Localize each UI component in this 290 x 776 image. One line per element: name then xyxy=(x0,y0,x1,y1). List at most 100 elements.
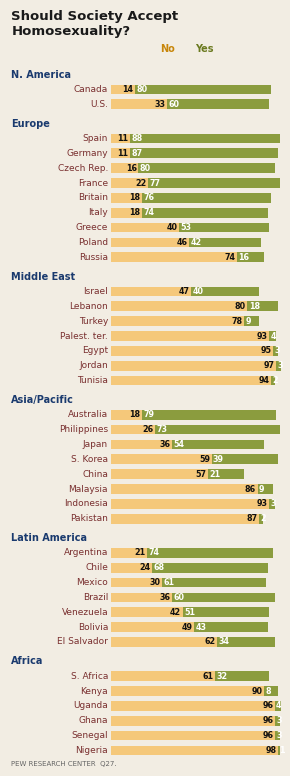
Text: France: France xyxy=(78,178,108,188)
Text: 96: 96 xyxy=(262,716,273,726)
Text: 94: 94 xyxy=(259,376,270,385)
Text: Britain: Britain xyxy=(78,193,108,203)
Text: 16: 16 xyxy=(126,164,137,173)
Bar xyxy=(111,302,247,311)
Bar xyxy=(111,424,155,435)
Bar xyxy=(269,499,275,509)
Bar xyxy=(259,514,263,524)
Text: 51: 51 xyxy=(184,608,195,617)
Text: 78: 78 xyxy=(231,317,242,326)
Bar xyxy=(111,410,142,420)
Bar xyxy=(172,440,264,449)
Text: 34: 34 xyxy=(218,638,229,646)
Text: 2: 2 xyxy=(273,376,278,385)
Bar xyxy=(111,376,271,386)
Text: Kenya: Kenya xyxy=(80,687,108,695)
Bar xyxy=(155,424,280,435)
Text: 21: 21 xyxy=(209,469,221,479)
Bar xyxy=(111,208,142,217)
Bar xyxy=(111,346,273,355)
Bar xyxy=(111,746,278,755)
Bar xyxy=(189,237,261,248)
Text: 4: 4 xyxy=(276,702,282,710)
Bar xyxy=(152,563,268,573)
Text: Indonesia: Indonesia xyxy=(64,499,108,508)
Text: 88: 88 xyxy=(131,134,142,143)
Bar xyxy=(135,85,271,94)
Bar xyxy=(111,361,276,371)
Bar xyxy=(142,208,268,217)
Text: 2: 2 xyxy=(261,514,266,523)
Text: 36: 36 xyxy=(160,440,171,449)
Text: 3: 3 xyxy=(278,361,283,370)
Text: 61: 61 xyxy=(202,672,213,681)
Text: 11: 11 xyxy=(117,134,128,143)
Text: Czech Rep.: Czech Rep. xyxy=(58,164,108,173)
Text: Tunisia: Tunisia xyxy=(77,376,108,385)
Text: 76: 76 xyxy=(143,193,154,203)
Text: 86: 86 xyxy=(245,484,256,494)
Text: Italy: Italy xyxy=(88,208,108,217)
Text: Venezuela: Venezuela xyxy=(61,608,108,617)
Text: 62: 62 xyxy=(204,638,215,646)
Text: 87: 87 xyxy=(131,149,142,158)
Text: 49: 49 xyxy=(182,622,193,632)
Bar xyxy=(191,286,259,296)
Bar xyxy=(258,484,273,494)
Text: 3: 3 xyxy=(276,731,282,740)
Text: Turkey: Turkey xyxy=(79,317,108,326)
Bar xyxy=(179,223,269,233)
Text: 46: 46 xyxy=(177,238,188,247)
Bar xyxy=(182,608,269,617)
Bar xyxy=(111,731,275,740)
Bar xyxy=(111,178,148,188)
Bar xyxy=(111,193,142,203)
Text: U.S.: U.S. xyxy=(90,100,108,109)
Text: 43: 43 xyxy=(196,622,207,632)
Bar xyxy=(247,302,278,311)
Text: 60: 60 xyxy=(168,100,180,109)
Text: 11: 11 xyxy=(117,149,128,158)
Bar xyxy=(111,317,244,326)
Text: 80: 80 xyxy=(139,164,151,173)
Bar xyxy=(208,469,244,479)
Text: Yes: Yes xyxy=(195,44,213,54)
Text: Russia: Russia xyxy=(79,253,108,262)
Text: Palest. ter.: Palest. ter. xyxy=(60,331,108,341)
Bar xyxy=(138,163,275,173)
Text: 33: 33 xyxy=(155,100,166,109)
Text: 93: 93 xyxy=(257,331,268,341)
Bar xyxy=(111,469,208,479)
Text: 32: 32 xyxy=(216,672,227,681)
Bar xyxy=(217,637,275,647)
Text: Should Society Accept
Homosexuality?: Should Society Accept Homosexuality? xyxy=(11,10,179,38)
Text: S. Korea: S. Korea xyxy=(71,455,108,464)
Bar xyxy=(130,148,278,158)
Text: Poland: Poland xyxy=(78,238,108,247)
Bar xyxy=(111,671,215,681)
Text: Jordan: Jordan xyxy=(79,361,108,370)
Text: Middle East: Middle East xyxy=(11,272,76,282)
Text: Pakistan: Pakistan xyxy=(70,514,108,523)
Bar xyxy=(111,686,264,696)
Text: 21: 21 xyxy=(134,549,145,557)
Bar xyxy=(148,178,280,188)
Text: 90: 90 xyxy=(252,687,263,695)
Bar xyxy=(111,85,135,94)
Bar xyxy=(195,622,268,632)
Bar xyxy=(271,376,275,386)
Text: 96: 96 xyxy=(262,702,273,710)
Bar xyxy=(111,499,269,509)
Bar xyxy=(211,455,278,464)
Bar xyxy=(111,331,269,341)
Text: Spain: Spain xyxy=(83,134,108,143)
Text: El Salvador: El Salvador xyxy=(57,638,108,646)
Text: 4: 4 xyxy=(271,331,276,341)
Text: No: No xyxy=(160,44,175,54)
Bar xyxy=(111,622,195,632)
Text: 26: 26 xyxy=(143,425,154,434)
Bar xyxy=(269,331,276,341)
Bar xyxy=(147,548,273,558)
Text: Greece: Greece xyxy=(76,223,108,232)
Bar xyxy=(111,440,172,449)
